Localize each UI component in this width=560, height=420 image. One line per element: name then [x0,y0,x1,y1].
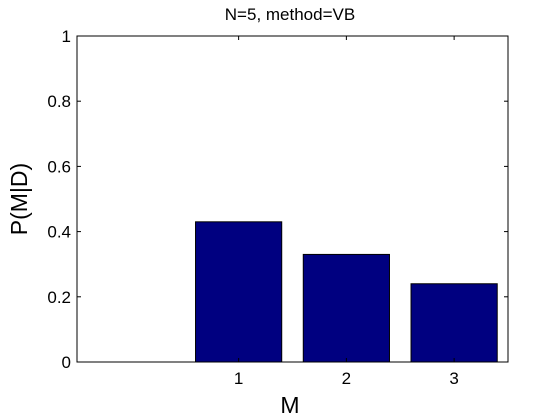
y-tick-label: 0 [62,353,71,372]
y-tick-label: 0.6 [47,157,71,176]
x-tick-label: 2 [342,369,351,388]
ticks-group: 0 0.2 0.4 0.6 0.8 1 1 2 3 [47,27,508,388]
x-axis-label: M [280,392,299,418]
chart-title: N=5, method=VB [225,5,355,24]
bar-1 [195,221,283,363]
y-tick-label: 0.2 [47,288,71,307]
plot-frame [76,35,509,363]
y-tick-label: 0.4 [47,223,71,242]
bar-2 [302,253,390,363]
bar-3 [410,283,498,363]
bars-group [195,221,498,363]
x-tick-label: 1 [234,369,243,388]
y-axis-label: P(M|D) [6,163,32,235]
y-tick-label: 1 [62,27,71,46]
y-tick-label: 0.8 [47,92,71,111]
x-tick-label: 3 [449,369,458,388]
